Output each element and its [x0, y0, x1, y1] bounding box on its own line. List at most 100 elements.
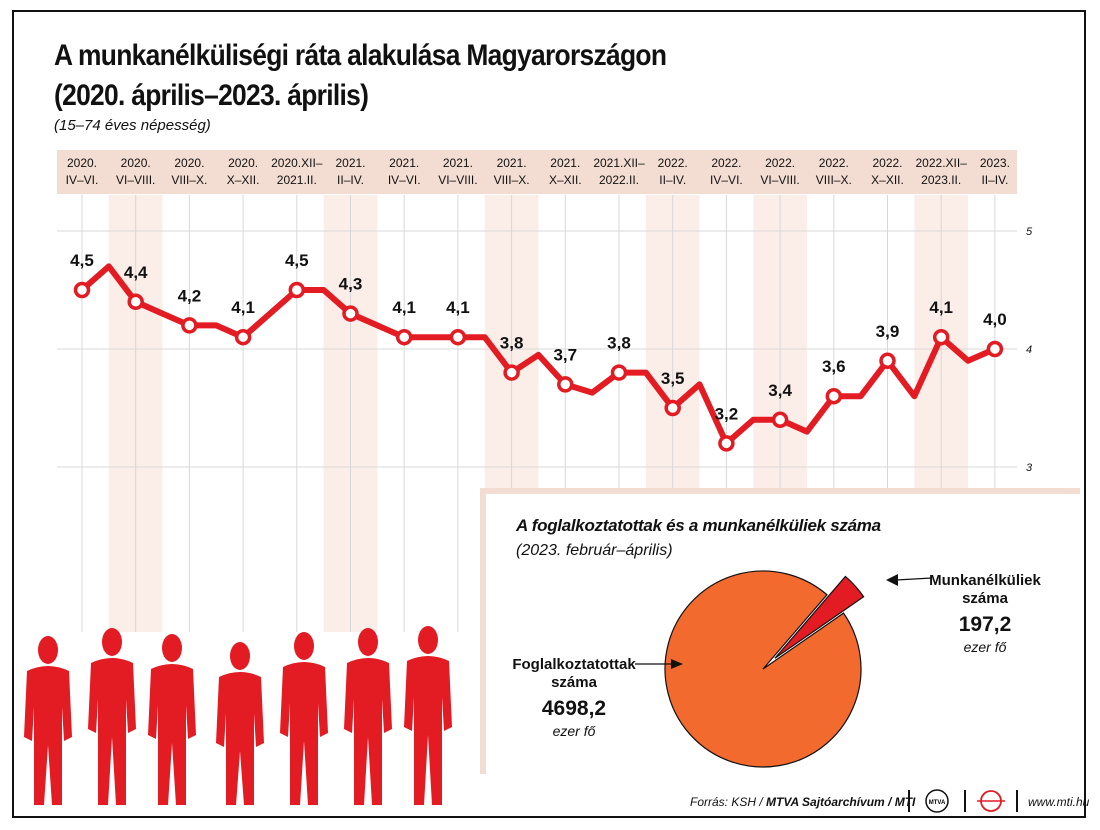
value-label: 4,1	[446, 298, 470, 317]
value-label: 4,5	[70, 251, 94, 270]
value-label: 3,6	[822, 357, 846, 376]
period-label-line-1: 2022.	[872, 156, 902, 170]
value-labels: 4,5 4,4 4,2 4,1 4,5 4,3 4,1 4,1 3,8 3,7 3,8 3,5 3,2 3…	[70, 251, 1007, 423]
employed-label: Foglalkoztatottak száma 4698,2 ezer fő	[504, 656, 644, 740]
y-tick-label: 3	[1026, 462, 1033, 474]
period-label-line-1: 2021.	[550, 156, 580, 170]
silhouettes	[24, 626, 452, 805]
unemployed-unit: ezer fő	[963, 639, 1007, 655]
period-label-line-1: 2022.	[658, 156, 688, 170]
pie-slices	[664, 570, 865, 768]
chart-title: A munkanélküliségi ráta alakulása Magyar…	[54, 36, 667, 116]
pie-chart	[635, 570, 933, 768]
pie-slice-employed	[664, 570, 862, 768]
silhouette-body	[344, 658, 392, 805]
mtva-logo-icon	[925, 789, 949, 813]
period-label-line-2: 2022.II.	[599, 173, 639, 187]
silhouette-head	[358, 628, 378, 656]
silhouette-head	[102, 628, 122, 656]
period-label-line-2: II–IV.	[337, 173, 364, 187]
value-label: 4,4	[124, 263, 148, 282]
period-label-line-1: 2021.	[497, 156, 527, 170]
person-silhouette-icon	[216, 642, 264, 805]
data-point	[181, 317, 198, 334]
data-point	[342, 305, 359, 322]
silhouette-head	[418, 626, 438, 654]
footer-logos: MTVA	[908, 789, 1018, 813]
value-label: 4,1	[392, 298, 416, 317]
period-label-line-1: 2022.	[819, 156, 849, 170]
data-point	[879, 352, 896, 370]
person-silhouette-icon	[344, 628, 392, 805]
employed-unit: ezer fő	[552, 723, 596, 739]
data-point	[610, 364, 628, 381]
period-label-line-1: 2021.XII–	[593, 156, 645, 170]
pie-slice-unemployed	[774, 575, 865, 659]
period-label-line-1: 2020.XII–	[271, 156, 323, 170]
period-label-line-2: IV–VI.	[388, 173, 421, 187]
silhouette-body	[148, 664, 196, 805]
value-label: 3,8	[500, 334, 524, 353]
value-label: 4,1	[231, 298, 255, 317]
value-label: 4,1	[929, 298, 953, 317]
title-line-1: A munkanélküliségi ráta alakulása Magyar…	[54, 39, 667, 72]
y-tick-label: 5	[1026, 226, 1033, 238]
mtva-logo-text: MTVA	[929, 800, 946, 806]
period-label-line-1: 2023.	[980, 156, 1010, 170]
period-label-line-2: VI–VIII.	[116, 173, 155, 187]
data-point	[771, 411, 789, 429]
silhouette-body	[404, 656, 452, 805]
value-label: 3,2	[715, 404, 739, 423]
period-label-line-1: 2021.	[389, 156, 419, 170]
period-label-line-2: II–IV.	[981, 173, 1008, 187]
data-point	[288, 281, 306, 299]
silhouette-head	[162, 634, 182, 662]
silhouette-body	[216, 672, 264, 805]
website-link[interactable]: www.mti.hu	[1028, 795, 1090, 809]
period-label-line-1: 2022.	[711, 156, 741, 170]
period-label-line-1: 2020.	[67, 156, 97, 170]
value-label: 4,2	[178, 286, 202, 305]
person-silhouette-icon	[148, 634, 196, 805]
data-point	[395, 328, 413, 346]
data-points	[73, 281, 1004, 452]
value-label: 4,3	[339, 275, 363, 294]
value-label: 3,8	[607, 334, 631, 353]
period-label-line-2: VI–VIII.	[438, 173, 477, 187]
unemployed-arrow	[895, 577, 933, 581]
series-polyline	[79, 263, 998, 447]
period-label-line-2: X–XII.	[549, 173, 582, 187]
period-label-line-1: 2021.	[443, 156, 473, 170]
data-point	[718, 435, 735, 452]
y-axis: 3 4 5	[1026, 226, 1033, 474]
person-silhouette-icon	[88, 628, 136, 805]
pie-arrows	[635, 574, 933, 669]
silhouette-head	[230, 642, 250, 670]
unemployed-label: Munkanélküliek száma 197,2 ezer fő	[922, 572, 1048, 656]
silhouette-head	[38, 636, 58, 664]
period-label-line-1: 2020.	[121, 156, 151, 170]
period-header: 2020. IV–VI. 2020. VI–VIII. 2020. VIII–X. 2020…	[57, 150, 1017, 194]
value-label: 4,5	[285, 251, 309, 270]
source-prefix: Forrás: KSH /	[690, 795, 763, 809]
unemployed-name-line-2: száma	[962, 590, 1008, 607]
data-point	[127, 293, 144, 311]
pie-inset: A foglalkoztatottak és a munkanélküliek …	[480, 488, 1080, 774]
value-label: 3,4	[768, 381, 792, 400]
person-silhouette-icon	[280, 632, 328, 805]
silhouette-body	[24, 666, 72, 805]
period-label-line-2: VIII–X.	[816, 173, 852, 187]
data-point	[557, 376, 574, 393]
period-label-line-2: X–XII.	[227, 173, 260, 187]
silhouette-body	[280, 662, 328, 805]
pie-title: A foglalkoztatottak és a munkanélküliek …	[516, 516, 881, 535]
source-credit: Forrás: KSH / MTVA Sajtóarchívum / MTI	[690, 795, 915, 809]
period-label-line-2: IV–VI.	[710, 173, 743, 187]
silhouette-body	[88, 658, 136, 805]
employed-value: 4698,2	[541, 697, 607, 720]
data-point	[73, 281, 91, 299]
data-point	[932, 328, 950, 346]
value-label: 3,5	[661, 369, 685, 388]
silhouette-head	[294, 632, 314, 660]
data-point	[986, 340, 1004, 358]
